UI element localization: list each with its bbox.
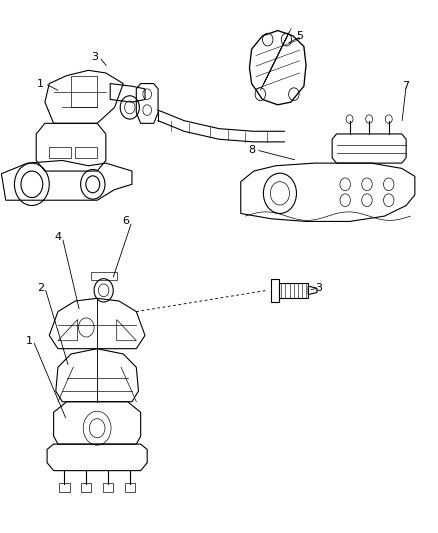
Text: 3: 3 xyxy=(92,52,99,62)
Text: 3: 3 xyxy=(316,282,323,293)
Text: 7: 7 xyxy=(403,81,410,91)
Text: 6: 6 xyxy=(122,216,129,227)
Text: 4: 4 xyxy=(54,232,61,243)
Text: 8: 8 xyxy=(248,145,255,155)
Text: 1: 1 xyxy=(37,78,44,88)
Text: 2: 2 xyxy=(37,282,44,293)
Text: 5: 5 xyxy=(296,31,303,41)
Text: 1: 1 xyxy=(26,336,33,346)
